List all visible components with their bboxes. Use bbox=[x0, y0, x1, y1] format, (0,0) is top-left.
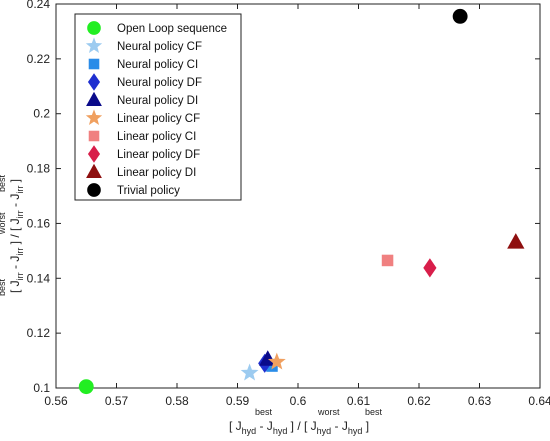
legend-marker bbox=[85, 109, 103, 125]
y-axis-label-group: [ Jirr - Jirr ] / [ Jirr - Jirr ] best w… bbox=[0, 174, 25, 296]
legend-label: Linear policy DF bbox=[117, 149, 200, 161]
y-label-part: ] bbox=[8, 179, 22, 186]
y-tick-label: 0.14 bbox=[27, 271, 51, 285]
y-label-part: [ J bbox=[8, 280, 22, 293]
axes bbox=[55, 3, 541, 389]
legend-label: Open Loop sequence bbox=[117, 23, 227, 35]
x-tick-label: 0.63 bbox=[468, 394, 492, 408]
y-axis-label: [ Jirr - Jirr ] / [ Jirr - Jirr ] bbox=[8, 179, 25, 293]
legend-marker bbox=[88, 130, 100, 142]
legend-marker bbox=[87, 21, 101, 35]
x-label-sub: hyd bbox=[317, 426, 332, 436]
legend-marker bbox=[86, 163, 102, 179]
y-label-sub: irr bbox=[15, 272, 25, 280]
x-tick-label: 0.57 bbox=[105, 394, 129, 408]
x-label-sub: hyd bbox=[348, 426, 363, 436]
y-axis-label-superscripts: best worst best bbox=[0, 174, 7, 296]
x-tick-label: 0.61 bbox=[347, 394, 371, 408]
legend-marker bbox=[87, 73, 101, 91]
legend-label: Neural policy DI bbox=[117, 95, 198, 107]
legend-marker bbox=[87, 145, 101, 163]
y-label-sub: irr bbox=[15, 248, 25, 256]
y-tick-label: 0.18 bbox=[27, 162, 51, 176]
data-point bbox=[78, 379, 94, 395]
x-label-sup: best bbox=[255, 407, 273, 417]
x-tick-label: 0.58 bbox=[165, 394, 189, 408]
x-tick-label: 0.62 bbox=[407, 394, 431, 408]
y-label-sup: worst bbox=[0, 212, 7, 235]
x-label-part: - J bbox=[331, 419, 348, 433]
x-label-part: ] / [ J bbox=[287, 419, 316, 433]
legend-marker bbox=[85, 37, 103, 53]
x-label-part: ] bbox=[362, 419, 369, 433]
x-label-sup: worst bbox=[317, 407, 340, 417]
x-axis-label: [ Jhyd - Jhyd ] / [ Jhyd - Jhyd ] bbox=[229, 419, 369, 436]
x-tick-label: 0.56 bbox=[44, 394, 68, 408]
legend: Open Loop sequence Neural policy CF Neural… bbox=[74, 13, 242, 201]
y-tick-label: 0.22 bbox=[27, 52, 51, 66]
y-tick-label: 0.12 bbox=[27, 326, 51, 340]
legend-label: Neural policy CF bbox=[117, 41, 202, 53]
legend-label: Neural policy CI bbox=[117, 59, 198, 71]
data-point bbox=[267, 352, 286, 370]
data-point bbox=[266, 360, 278, 372]
x-label-part: - J bbox=[256, 419, 273, 433]
legend-label: Neural policy DF bbox=[117, 77, 202, 89]
data-point bbox=[381, 254, 394, 267]
data-points bbox=[78, 8, 525, 395]
x-tick-label: 0.64 bbox=[528, 394, 550, 408]
y-label-part: - J bbox=[8, 256, 22, 273]
y-label-sub: irr bbox=[15, 210, 25, 218]
y-label-part: - J bbox=[8, 194, 22, 211]
legend-box bbox=[74, 13, 242, 201]
x-tick-label: 0.6 bbox=[290, 394, 307, 408]
legend-label: Trivial policy bbox=[117, 185, 180, 197]
data-point bbox=[240, 363, 259, 381]
tick-labels: 0.56 0.57 0.58 0.59 0.6 0.61 0.62 0.63 0.64 0.1 0.… bbox=[27, 0, 550, 408]
legend-label: Linear policy CF bbox=[117, 113, 200, 125]
legend-label: Linear policy DI bbox=[117, 167, 196, 179]
y-label-sub: irr bbox=[15, 186, 25, 194]
legend-marker bbox=[86, 91, 102, 107]
y-label-sup: best bbox=[0, 278, 7, 296]
y-tick-label: 0.1 bbox=[33, 381, 50, 395]
legend-items: Open Loop sequence Neural policy CF Neural… bbox=[85, 21, 227, 197]
y-tick-label: 0.2 bbox=[33, 107, 50, 121]
x-label-sub: hyd bbox=[242, 426, 257, 436]
data-point bbox=[507, 233, 525, 249]
legend-label: Linear policy CI bbox=[117, 131, 196, 143]
data-point bbox=[452, 8, 468, 24]
x-tick-label: 0.59 bbox=[226, 394, 250, 408]
legend-marker bbox=[88, 58, 100, 70]
y-label-sup: best bbox=[0, 174, 7, 192]
y-tick-label: 0.16 bbox=[27, 216, 51, 230]
x-label-sup: best bbox=[365, 407, 383, 417]
y-label-part: ] / [ J bbox=[8, 218, 22, 247]
legend-marker bbox=[87, 183, 101, 197]
x-label-sub: hyd bbox=[273, 426, 288, 436]
data-point bbox=[423, 258, 437, 278]
x-axis-label-superscripts: best worst best bbox=[255, 407, 383, 417]
x-label-part: [ J bbox=[229, 419, 242, 433]
y-tick-label: 0.24 bbox=[27, 0, 51, 11]
